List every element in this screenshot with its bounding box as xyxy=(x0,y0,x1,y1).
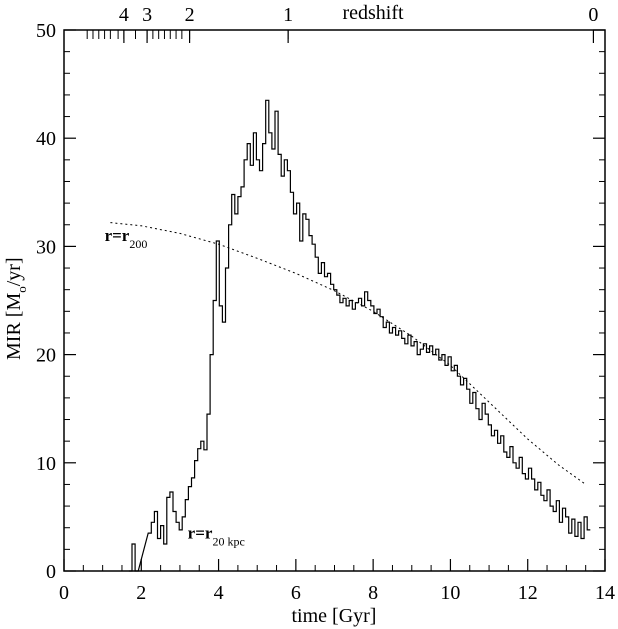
x-tick-label: 14 xyxy=(595,582,615,604)
annotation-label-1: r=r20 kpc xyxy=(188,524,245,549)
y-axis-label: MIR [Mo/yr] xyxy=(3,257,29,360)
redshift-tick-label: 3 xyxy=(142,4,152,26)
series-step-line xyxy=(128,99,591,572)
series-layer xyxy=(110,99,591,572)
redshift-tick-label: 1 xyxy=(283,4,293,26)
x-tick-label: 8 xyxy=(368,582,378,604)
x-tick-label: 2 xyxy=(136,582,146,604)
x-axis-label: time [Gyr] xyxy=(292,605,377,627)
redshift-tick-label: 0 xyxy=(588,4,598,26)
redshift-tick-label: 4 xyxy=(119,4,129,26)
tick-labels: 0 2 4 6 8 10 12 14 0 10 20 30 40 50 xyxy=(36,20,615,604)
x-tick-label: 6 xyxy=(291,582,301,604)
y-axis-label-tail: /yr] xyxy=(3,257,25,286)
x-tick-label: 0 xyxy=(59,582,69,604)
y-tick-label: 0 xyxy=(46,561,56,583)
plot-frame xyxy=(63,29,606,572)
annotation-label-0: r=r200 xyxy=(105,226,148,251)
x-tick-label: 4 xyxy=(214,582,224,604)
axis-ticks xyxy=(63,29,606,572)
y-tick-label: 10 xyxy=(36,453,56,475)
annotations: r=r200 r=r20 kpc xyxy=(105,226,245,549)
y-axis-label-main: MIR [M xyxy=(3,293,25,360)
x-tick-label: 10 xyxy=(440,582,460,604)
x-tick-label: 12 xyxy=(518,582,538,604)
y-tick-label: 50 xyxy=(36,20,56,42)
y-tick-label: 20 xyxy=(36,345,56,367)
y-axis-label-sub: o xyxy=(14,286,29,293)
series-dotted-line xyxy=(110,222,586,485)
y-tick-label: 30 xyxy=(36,236,56,258)
redshift-axis-label: redshift xyxy=(342,2,404,24)
y-tick-label: 40 xyxy=(36,128,56,150)
redshift-tick-label: 2 xyxy=(185,4,195,26)
